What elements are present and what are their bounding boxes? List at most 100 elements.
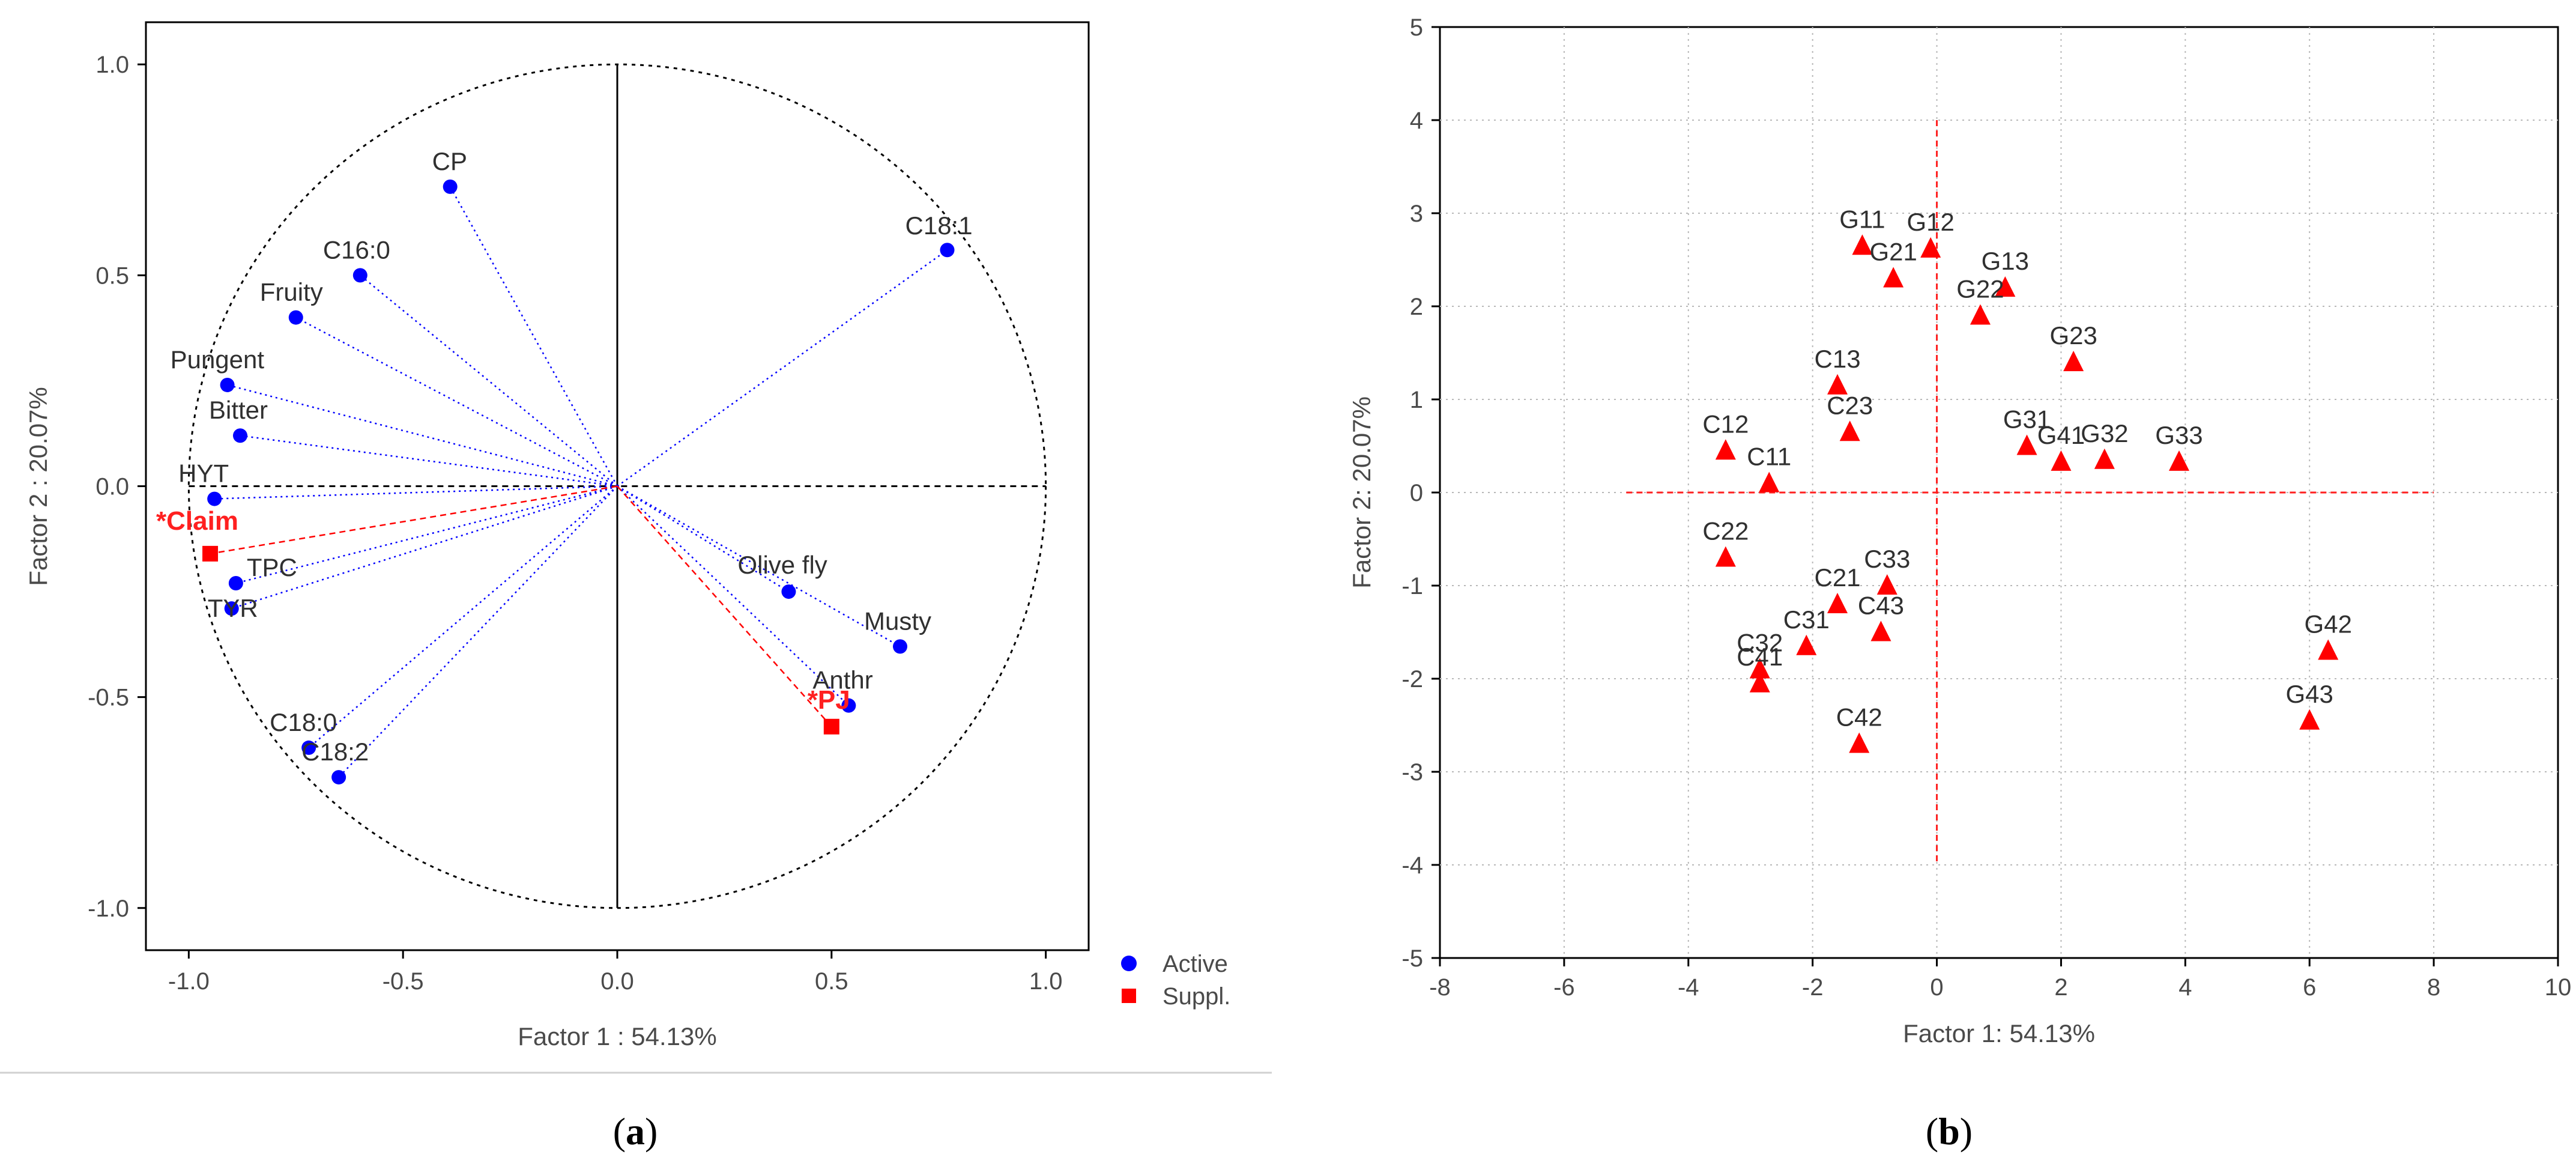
x-tick-label: 0.5	[815, 968, 848, 995]
sample-label-g31: G31	[2003, 405, 2051, 434]
point-cp	[443, 179, 458, 194]
point-c18-1	[940, 243, 955, 258]
sample-label-c32: C32	[1737, 629, 1783, 657]
sample-point-c13	[1827, 374, 1848, 395]
point-label-c18-2: C18:2	[301, 738, 369, 766]
sample-point-c22	[1715, 546, 1736, 567]
sample-point-c43	[1870, 620, 1891, 641]
panel-b-label: (b)	[1926, 1110, 1973, 1153]
point-label-anthr: Anthr	[812, 666, 872, 694]
y-tick-label: 0	[1410, 480, 1423, 506]
vector-line-musty	[617, 485, 901, 647]
sample-label-c42: C42	[1836, 703, 1882, 732]
legend-active-label: Active	[1163, 951, 1228, 977]
point-label-pungent: Pungent	[171, 345, 265, 374]
sample-label-c23: C23	[1827, 391, 1873, 419]
sample-label-g33: G33	[2155, 421, 2203, 449]
vector-line-c16-0	[360, 274, 618, 487]
sample-point-g32	[2094, 448, 2115, 469]
point-label-fruity: Fruity	[260, 278, 323, 306]
vector-line-hyt	[214, 485, 618, 500]
point-label-claim: *Claim	[156, 506, 238, 536]
sample-label-g42: G42	[2305, 610, 2352, 638]
sample-label-c13: C13	[1815, 345, 1861, 373]
point-fruity	[288, 310, 303, 325]
y-tick-label: -1	[1401, 573, 1423, 599]
x-tick-label: 2	[2054, 974, 2067, 1001]
y-tick-label: 0.5	[95, 262, 129, 289]
y-tick-label: 1	[1410, 387, 1423, 413]
point-label-musty: Musty	[864, 607, 931, 635]
sample-label-c12: C12	[1702, 410, 1749, 438]
point-label-c18-1: C18:1	[906, 211, 973, 240]
vector-line-pungent	[227, 384, 618, 487]
sample-label-c33: C33	[1864, 545, 1910, 573]
panel-a-label: (a)	[613, 1110, 658, 1153]
sample-label-g23: G23	[2049, 321, 2097, 350]
x-tick-label: 0.0	[600, 968, 634, 995]
y-tick-label: 1.0	[95, 52, 129, 78]
point-label-c16-0: C16:0	[323, 235, 390, 264]
y-tick-label: -1.0	[88, 896, 129, 922]
sample-point-c32	[1749, 658, 1770, 679]
point-c18-0	[301, 740, 316, 755]
point-anthr	[841, 698, 856, 713]
sample-point-c31	[1796, 634, 1817, 655]
sample-label-g21: G21	[1869, 238, 1917, 266]
sample-label-g43: G43	[2286, 680, 2333, 708]
vector-line-bitter	[240, 434, 618, 487]
y-tick-label: 0.0	[95, 474, 129, 500]
y-tick-label: 5	[1410, 14, 1423, 41]
x-tick-label: -6	[1553, 974, 1575, 1001]
y-tick-label: -2	[1401, 666, 1423, 693]
sample-label-g41: G41	[2037, 421, 2085, 449]
sample-point-c41	[1749, 671, 1770, 693]
x-tick-label: -4	[1678, 974, 1699, 1001]
sample-label-g11: G11	[1839, 205, 1885, 233]
x-tick-label: 1.0	[1029, 968, 1063, 995]
x-tick-label: 8	[2427, 974, 2440, 1001]
sample-label-g12: G12	[1907, 208, 1955, 236]
vector-line-tpc	[235, 485, 618, 584]
vector-line-pj	[617, 485, 832, 727]
point-label-hyt: HYT	[178, 459, 229, 488]
sample-label-g32: G32	[2081, 419, 2128, 447]
sample-point-g42	[2318, 639, 2339, 660]
point-c16-0	[352, 268, 367, 283]
x-tick-label: 10	[2545, 974, 2572, 1001]
sample-point-g41	[2051, 450, 2072, 471]
sample-point-g31	[2016, 434, 2037, 455]
sample-point-g21	[1883, 267, 1904, 288]
sample-point-c23	[1839, 420, 1860, 441]
sample-label-c41: C41	[1737, 643, 1783, 671]
sample-point-c11	[1759, 471, 1780, 493]
vector-line-anthr	[617, 485, 850, 706]
y-tick-label: 3	[1410, 201, 1423, 227]
point-label-cp: CP	[432, 147, 467, 175]
sample-point-c33	[1876, 574, 1897, 595]
sample-label-c31: C31	[1783, 605, 1830, 634]
y-tick-label: -4	[1401, 852, 1423, 879]
point-olive-fly	[781, 584, 796, 599]
point-tpc	[228, 576, 243, 591]
vector-line-olive-fly	[617, 485, 790, 593]
sample-label-g22: G22	[1956, 275, 2004, 303]
panel-b-x-axis-title: Factor 1: 54.13%	[1903, 1019, 2095, 1047]
x-tick-label: 4	[2178, 974, 2192, 1001]
point-hyt	[207, 491, 222, 506]
sample-point-g12	[1920, 237, 1941, 258]
point-label-pj: *PJ	[808, 685, 850, 715]
sample-label-c21: C21	[1815, 563, 1861, 592]
point-label-bitter: Bitter	[209, 396, 268, 424]
sample-point-c42	[1849, 732, 1870, 753]
sample-point-g33	[2168, 450, 2189, 471]
point-label-olive-fly: Olive fly	[737, 551, 827, 579]
point-bitter	[233, 428, 247, 443]
sample-label-c43: C43	[1858, 592, 1904, 620]
y-tick-label: 4	[1410, 108, 1423, 134]
legend-active-marker	[1121, 956, 1137, 971]
sample-point-g11	[1852, 234, 1873, 255]
